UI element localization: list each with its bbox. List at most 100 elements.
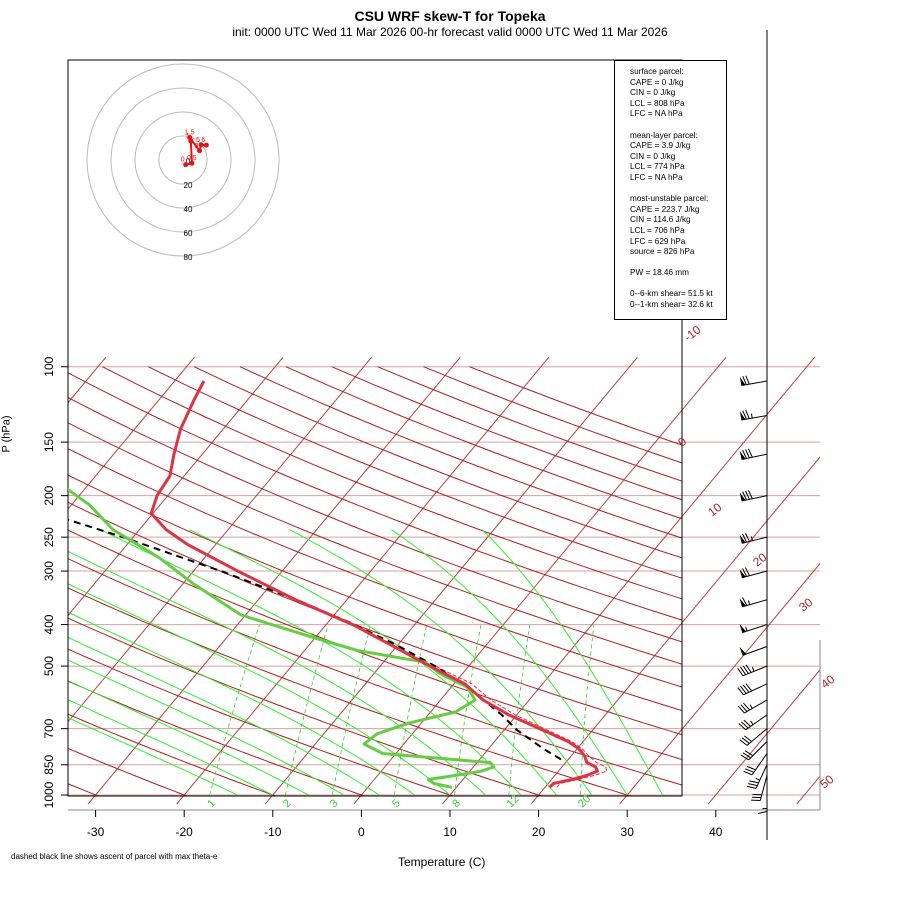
wind-barb-flag xyxy=(743,719,751,727)
wind-barb xyxy=(737,699,768,714)
isobar-lines xyxy=(68,366,820,796)
moist-adiabat-line xyxy=(68,717,238,796)
mixing-ratio-line xyxy=(209,624,260,796)
wind-barb-pennant xyxy=(739,646,747,656)
y-tick-label: 250 xyxy=(42,527,56,547)
x-tick-label: -20 xyxy=(176,825,194,839)
wind-barb-flag xyxy=(748,783,758,787)
x-tick-label: 10 xyxy=(443,825,457,839)
wind-barb-flag xyxy=(742,410,747,420)
moist-adiabat-line xyxy=(289,529,593,796)
dry-adiabat-line xyxy=(68,501,682,736)
wind-barb-flag xyxy=(749,780,759,784)
isotherm-line xyxy=(87,356,461,805)
plot-border xyxy=(67,59,683,797)
most-unstable-cape: CAPE = 223.7 J/kg xyxy=(630,204,700,214)
wind-barb-shaft xyxy=(741,380,768,387)
moist-adiabat-line xyxy=(68,659,344,796)
footnote: dashed black line shows ascent of parcel… xyxy=(11,852,218,861)
wind-barb-half-flag xyxy=(749,704,753,709)
hodograph-ring xyxy=(110,87,256,233)
wind-barb xyxy=(739,375,768,387)
profiles xyxy=(68,380,608,789)
wind-barb-flag xyxy=(746,785,757,789)
isotherm-lines xyxy=(68,356,820,805)
wind-barb-shaft xyxy=(751,753,768,776)
mixing-ratio-label: 1 xyxy=(205,797,218,810)
mixing-ratio-label: 2 xyxy=(281,797,294,810)
y-tick-label: 150 xyxy=(42,432,56,452)
wind-barb-shaft xyxy=(746,728,768,746)
wind-barb-half-flag xyxy=(745,626,748,632)
hodograph-ring-label: 0 xyxy=(186,157,191,166)
dry-adiabat-line xyxy=(147,366,682,579)
wind-barb xyxy=(739,533,768,544)
wind-barb-shaft xyxy=(741,599,768,608)
moist-adiabat-line xyxy=(68,636,380,796)
wind-barb-flag xyxy=(745,409,750,419)
wind-barb-flag xyxy=(740,704,748,712)
mean-layer-cin: CIN = 0 J/kg xyxy=(630,151,676,161)
wind-barb-flag xyxy=(742,568,748,577)
mean-layer-lfc: LFC = NA hPa xyxy=(630,172,683,182)
hodograph-point xyxy=(198,142,204,148)
y-tick-label: 850 xyxy=(42,754,56,774)
wind-barb-shaft xyxy=(741,536,768,544)
dry-adiabat-line xyxy=(102,366,682,600)
wind-barb-half-flag xyxy=(750,413,753,419)
moist-adiabat-line xyxy=(68,611,415,796)
wind-barb-shaft xyxy=(742,665,768,677)
mixing-ratio-line xyxy=(454,624,482,796)
wind-barb xyxy=(739,624,768,634)
mean-layer-lcl: LCL = 774 hPa xyxy=(630,162,685,172)
wind-barb-flag xyxy=(745,449,750,459)
moist-adiabat-line xyxy=(481,529,664,796)
hodograph-ring xyxy=(86,63,280,257)
wind-barb-flag xyxy=(737,705,745,714)
surface-parcel-heading: surface parcel: xyxy=(630,67,684,76)
hodograph-ring xyxy=(134,111,232,209)
wind-barb xyxy=(739,646,768,656)
wind-barb-flag xyxy=(745,768,754,773)
dry-adiabat-line xyxy=(68,448,682,688)
wind-barb xyxy=(739,728,768,746)
shear-0-6km: 0--6-km shear= 51.5 kt xyxy=(630,289,713,299)
isotherm-line xyxy=(530,456,820,805)
wind-barb-pennant xyxy=(739,624,747,633)
wind-barb-flag xyxy=(742,684,750,693)
temperature-line xyxy=(149,380,599,789)
moist-adiabat-line xyxy=(68,583,451,796)
y-tick-label: 400 xyxy=(42,614,56,634)
dry-adiabat-line xyxy=(68,783,100,796)
wind-barb-flag xyxy=(746,765,756,771)
hodograph-ring-label: 40 xyxy=(184,205,193,214)
hodograph-point-label: 0 xyxy=(181,157,185,164)
parcel-ascent-line xyxy=(68,518,562,761)
x-tick-label: -10 xyxy=(264,825,282,839)
wind-barb-flag xyxy=(741,737,750,744)
isotherm-line xyxy=(68,356,284,617)
wind-barb-flag xyxy=(743,770,753,776)
dewpoint-line xyxy=(68,487,496,789)
surface-lfc: LFC = NA hPa xyxy=(630,109,683,119)
dry-adiabat-line xyxy=(68,396,682,643)
hodograph-point xyxy=(187,135,193,141)
wind-barb-pennant xyxy=(739,411,746,421)
wind-barb-flag xyxy=(742,491,747,501)
dry-adiabat-line xyxy=(68,372,682,621)
moist-adiabat-lines xyxy=(68,529,664,796)
wind-barb-half-flag xyxy=(751,666,755,672)
wind-barb-shaft xyxy=(741,415,768,421)
moist-adiabat-line xyxy=(68,699,274,796)
most-unstable-lfc: LFC = 629 hPa xyxy=(630,236,686,246)
isotherm-line xyxy=(68,356,195,510)
virtual-temperature-line xyxy=(435,665,608,788)
wind-barb-half-flag xyxy=(755,777,761,781)
wind-barb-flag xyxy=(745,490,750,500)
wind-barb xyxy=(739,490,768,502)
mixing-ratio-lines xyxy=(209,624,595,796)
wind-barb xyxy=(737,683,768,696)
y-axis-label: P (hPa) xyxy=(0,415,13,453)
isotherm-line xyxy=(176,356,550,805)
